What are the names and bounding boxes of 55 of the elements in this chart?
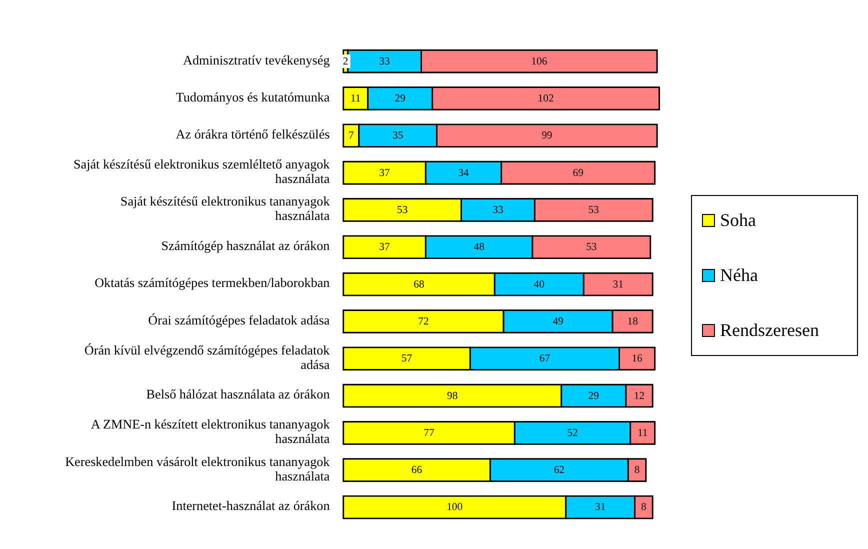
data-label: 40 bbox=[534, 278, 544, 290]
data-label: 99 bbox=[542, 130, 552, 142]
y-tick-label: Belső hálózat használata az órákon bbox=[146, 386, 330, 402]
data-label: 72 bbox=[418, 315, 429, 328]
y-tick-label: Oktatás számítógépes termekben/laborokban bbox=[94, 275, 330, 290]
data-label: 53 bbox=[586, 241, 597, 254]
data-label: 33 bbox=[492, 204, 504, 216]
data-label: 100 bbox=[446, 501, 463, 514]
data-label: 2 bbox=[342, 55, 348, 68]
data-label: 68 bbox=[414, 278, 424, 290]
data-label: 53 bbox=[396, 204, 408, 216]
data-label: 69 bbox=[572, 166, 584, 179]
data-label: 66 bbox=[411, 464, 423, 476]
data-label: 31 bbox=[594, 501, 606, 514]
data-label: 67 bbox=[539, 352, 551, 365]
data-label: 31 bbox=[612, 278, 624, 290]
data-label: 62 bbox=[554, 464, 565, 476]
y-tick-label: Saját készítésű elektronikus tananyagok használata bbox=[120, 194, 330, 224]
data-label: 35 bbox=[392, 130, 404, 142]
y-tick-label: Órán kívül elvégzendő számítógépes feladatok adása bbox=[84, 342, 330, 372]
y-tick-label: Saját készítésű elektronikus szemléltető anyagok használata bbox=[73, 156, 330, 186]
data-label: 34 bbox=[458, 166, 470, 179]
data-label: 57 bbox=[401, 352, 413, 365]
y-tick-label: Az órákra történő felkészülés bbox=[176, 126, 330, 142]
data-label: 37 bbox=[379, 166, 391, 179]
data-label: 102 bbox=[538, 92, 554, 104]
data-label: 18 bbox=[627, 315, 638, 328]
data-label: 7 bbox=[348, 130, 354, 142]
y-tick-label: Számítógép használat az órákon bbox=[161, 238, 330, 254]
data-label: 12 bbox=[634, 390, 645, 402]
data-label: 52 bbox=[567, 426, 578, 439]
y-tick-label: Adminisztratív tevékenység bbox=[183, 52, 330, 68]
legend-label: Néha bbox=[720, 265, 758, 286]
y-tick-label: A ZMNE-n készített elektronikus tananyagok használata bbox=[90, 416, 330, 446]
y-tick-label: Tudományos és kutatómunka bbox=[176, 89, 330, 104]
data-label: 11 bbox=[637, 426, 648, 439]
data-label: 53 bbox=[588, 204, 599, 216]
data-label: 8 bbox=[641, 501, 646, 514]
y-tick-label: Internetet-használat az órákon bbox=[172, 498, 330, 514]
legend-label: Soha bbox=[720, 210, 756, 231]
data-label: 8 bbox=[634, 464, 640, 476]
data-label: 98 bbox=[447, 390, 458, 402]
data-label: 106 bbox=[531, 55, 548, 68]
data-label: 37 bbox=[379, 241, 391, 254]
y-tick-label: Órai számítógépes feladatok adása bbox=[148, 312, 330, 328]
data-label: 11 bbox=[350, 92, 361, 104]
data-label: 49 bbox=[552, 315, 564, 328]
data-label: 29 bbox=[588, 390, 599, 402]
y-tick-label: Kereskedelmben vásárolt elektronikus tananyagok használata bbox=[65, 454, 330, 484]
legend-label: Rendszeresen bbox=[720, 320, 819, 341]
data-label: 16 bbox=[632, 352, 644, 365]
data-label: 33 bbox=[379, 55, 390, 68]
data-label: 48 bbox=[474, 241, 484, 254]
data-label: 29 bbox=[394, 92, 406, 104]
data-label: 77 bbox=[424, 426, 436, 439]
